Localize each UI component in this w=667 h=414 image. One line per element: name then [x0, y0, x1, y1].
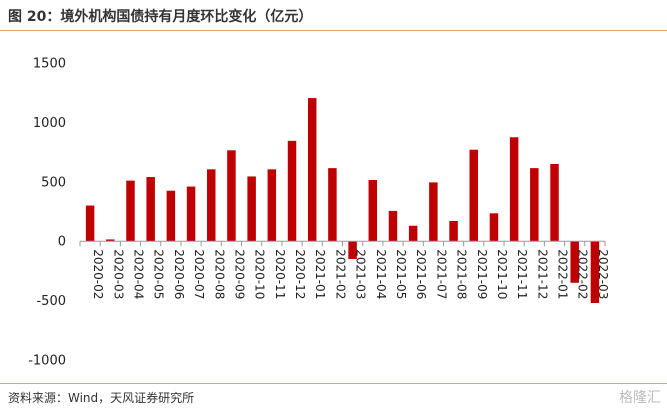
x-tick-label: 2021-03 — [354, 249, 368, 299]
bar-2020-04 — [126, 180, 135, 242]
x-tick-label: 2021-04 — [374, 249, 388, 299]
bar-2021-11 — [509, 137, 519, 242]
bar-series — [85, 98, 600, 303]
x-tick-label: 2021-06 — [414, 249, 428, 299]
bar-2022-01 — [550, 163, 559, 242]
bar-2020-12 — [287, 140, 297, 242]
y-tick-label: 500 — [41, 175, 66, 190]
source-note: 资料来源：Wind，天风证券研究所 — [8, 391, 195, 405]
x-tick-label: 2020-09 — [232, 249, 246, 299]
bar-2021-07 — [429, 182, 438, 242]
bar-2020-07 — [186, 186, 196, 242]
bar-2021-02 — [328, 168, 337, 242]
bar-2021-04 — [368, 180, 378, 242]
x-tick-label: 2020-02 — [91, 249, 105, 299]
x-tick-label: 2020-07 — [192, 249, 206, 299]
bar-2020-10 — [247, 176, 256, 242]
bar-2021-01 — [307, 98, 317, 242]
x-tick-label: 2021-09 — [475, 249, 489, 299]
x-tick-label: 2022-02 — [576, 249, 590, 299]
bar-2021-03 — [348, 241, 357, 260]
bar-2020-03 — [106, 239, 115, 242]
x-tick-label: 2021-02 — [333, 249, 347, 299]
x-tick-label: 2021-08 — [455, 249, 469, 299]
x-tick-label: 2022-01 — [556, 249, 570, 299]
x-tick-label: 2021-01 — [313, 249, 327, 299]
chart-title: 图 20：境外机构国债持有月度环比变化（亿元） — [8, 9, 313, 25]
y-tick-label: -1000 — [28, 354, 66, 369]
source-divider — [0, 383, 667, 384]
x-tick-label: 2020-05 — [152, 249, 166, 299]
bar-2020-05 — [146, 177, 155, 242]
bar-2021-08 — [449, 221, 458, 242]
bar-2020-02 — [85, 205, 95, 242]
bar-2022-03 — [590, 241, 600, 303]
y-axis: -1000 -500 0 500 1000 1500 — [28, 57, 66, 369]
x-tick-label: 2020-03 — [111, 249, 125, 299]
title-divider — [0, 30, 667, 31]
x-tick-label: 2020-10 — [253, 249, 267, 299]
bar-2020-11 — [267, 169, 277, 242]
x-tick-label: 2021-05 — [394, 249, 408, 299]
x-tick-label: 2021-11 — [515, 249, 529, 299]
x-tick-label: 2020-08 — [212, 249, 226, 299]
x-tick-label: 2021-10 — [495, 249, 509, 299]
x-tick-label: 2020-06 — [172, 249, 186, 299]
bar-2020-06 — [166, 190, 176, 242]
x-tick-label: 2021-07 — [434, 249, 448, 299]
bar-2022-02 — [570, 241, 579, 283]
x-tick-label: 2021-12 — [535, 249, 549, 299]
x-axis: 2020-02 2020-03 2020-04 2020-05 2020-06 2020-… — [79, 241, 610, 299]
watermark: 格隆汇 — [619, 390, 661, 406]
y-tick-label: -500 — [36, 294, 66, 309]
y-tick-label: 1000 — [33, 116, 66, 131]
y-tick-label: 0 — [58, 235, 66, 250]
bar-2020-08 — [207, 169, 216, 242]
x-tick-label: 2020-11 — [273, 249, 287, 299]
y-tick-label: 1500 — [33, 57, 66, 72]
bar-2021-09 — [469, 149, 478, 242]
x-tick-label: 2020-04 — [131, 249, 145, 299]
x-tick-label: 2020-12 — [293, 249, 307, 299]
bar-2020-09 — [227, 150, 236, 242]
bar-2021-05 — [388, 210, 398, 242]
bar-2021-12 — [530, 168, 539, 242]
x-tick-label: 2022-03 — [596, 249, 610, 299]
bar-2021-10 — [489, 213, 499, 242]
bar-2021-06 — [408, 225, 418, 242]
